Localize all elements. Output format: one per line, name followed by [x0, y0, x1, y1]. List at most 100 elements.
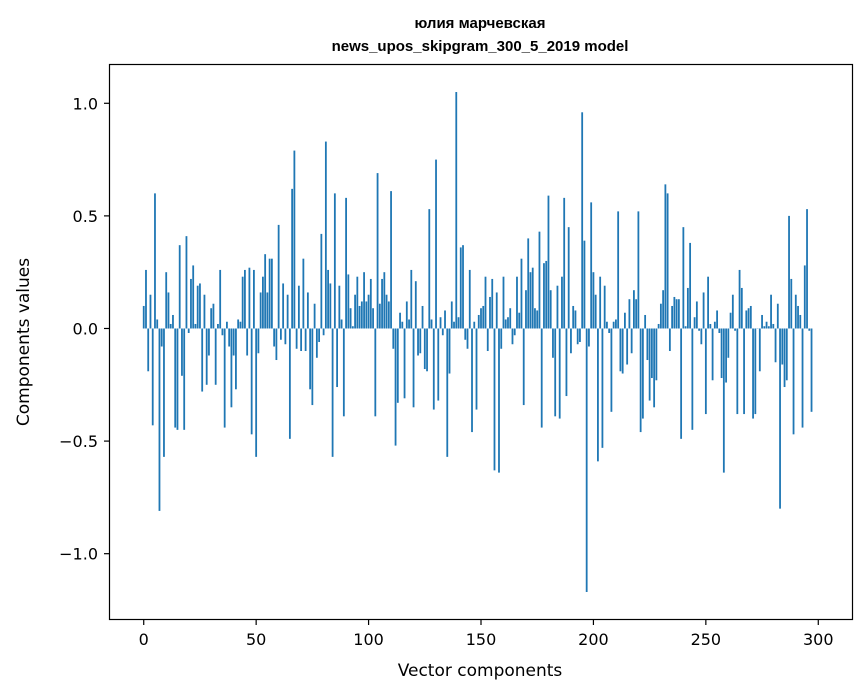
- bar: [792, 328, 795, 435]
- bar: [306, 292, 309, 329]
- bar: [273, 328, 276, 347]
- bar: [277, 224, 280, 329]
- bar: [408, 319, 410, 329]
- bar: [504, 319, 507, 329]
- bar: [711, 328, 714, 381]
- bar: [374, 328, 377, 417]
- bar: [783, 328, 786, 388]
- bar: [437, 328, 440, 401]
- bar: [259, 292, 262, 329]
- bar: [486, 328, 489, 352]
- bar: [806, 209, 808, 329]
- bar: [599, 276, 602, 329]
- bar: [628, 299, 631, 329]
- bar: [590, 202, 593, 329]
- bar: [459, 247, 462, 329]
- bar: [151, 328, 154, 426]
- bar: [513, 328, 516, 336]
- bar: [597, 328, 599, 462]
- bar: [338, 285, 341, 329]
- bar: [549, 290, 552, 329]
- bar: [554, 328, 557, 417]
- bar: [565, 328, 568, 397]
- plot-frame: [108, 63, 854, 621]
- bar: [147, 328, 150, 372]
- bar: [241, 276, 244, 329]
- bar: [309, 328, 312, 390]
- bar: [360, 301, 363, 329]
- bar: [626, 328, 629, 365]
- bar: [329, 283, 332, 329]
- bar: [199, 283, 201, 329]
- bar: [668, 328, 671, 352]
- chart-title: юлия марчевская: [415, 15, 546, 32]
- bar: [727, 328, 730, 358]
- bar: [149, 294, 152, 329]
- bar: [776, 303, 779, 329]
- bar: [327, 269, 329, 329]
- bar: [262, 276, 264, 329]
- bar: [700, 328, 703, 345]
- bar: [615, 319, 617, 329]
- bar: [718, 328, 721, 333]
- bar: [349, 308, 352, 329]
- bar: [356, 276, 359, 329]
- bar: [680, 328, 683, 439]
- bar: [574, 310, 577, 329]
- bar: [621, 328, 624, 374]
- bar: [767, 326, 770, 329]
- bar: [435, 159, 437, 329]
- bar: [635, 299, 638, 329]
- bar: [585, 328, 588, 592]
- bar: [522, 328, 525, 406]
- bar: [799, 314, 802, 329]
- bar: [729, 312, 732, 329]
- bar: [464, 328, 467, 340]
- bar: [536, 310, 539, 329]
- bar: [682, 227, 685, 329]
- bar: [794, 294, 797, 329]
- bar: [239, 321, 242, 329]
- bar: [419, 328, 422, 354]
- bar: [401, 321, 404, 329]
- bar: [311, 328, 314, 406]
- bar: [169, 323, 172, 329]
- bar: [446, 328, 449, 457]
- bar: [689, 242, 692, 329]
- bar: [558, 328, 561, 419]
- bar: [749, 305, 752, 329]
- bar: [576, 328, 579, 345]
- bar: [664, 184, 667, 329]
- bar: [630, 328, 633, 354]
- bar: [257, 328, 260, 354]
- bar: [747, 308, 750, 329]
- bar: [502, 276, 505, 329]
- bar: [567, 227, 570, 329]
- bar: [617, 211, 620, 329]
- bar: [691, 328, 694, 430]
- x-axis-ticks: 0 50 100 150 200 250 300: [139, 619, 834, 649]
- bar: [154, 193, 156, 329]
- bar: [540, 328, 543, 428]
- bar: [788, 215, 790, 329]
- bar: [381, 278, 383, 329]
- y-tick-label: 0.0: [73, 319, 98, 338]
- bar: [588, 328, 590, 347]
- bar: [477, 314, 480, 329]
- bar: [383, 272, 386, 329]
- bar: [491, 278, 494, 329]
- bar: [426, 328, 428, 372]
- bar: [655, 328, 658, 381]
- bar: [336, 328, 338, 388]
- bar: [801, 328, 804, 428]
- bar: [365, 301, 368, 329]
- bar: [772, 323, 775, 329]
- bar: [785, 328, 788, 381]
- bar: [226, 321, 228, 329]
- bar: [608, 328, 611, 333]
- bar: [196, 285, 199, 329]
- bar: [803, 265, 806, 329]
- bar: [333, 193, 336, 329]
- bar: [675, 299, 678, 329]
- bar: [673, 296, 676, 329]
